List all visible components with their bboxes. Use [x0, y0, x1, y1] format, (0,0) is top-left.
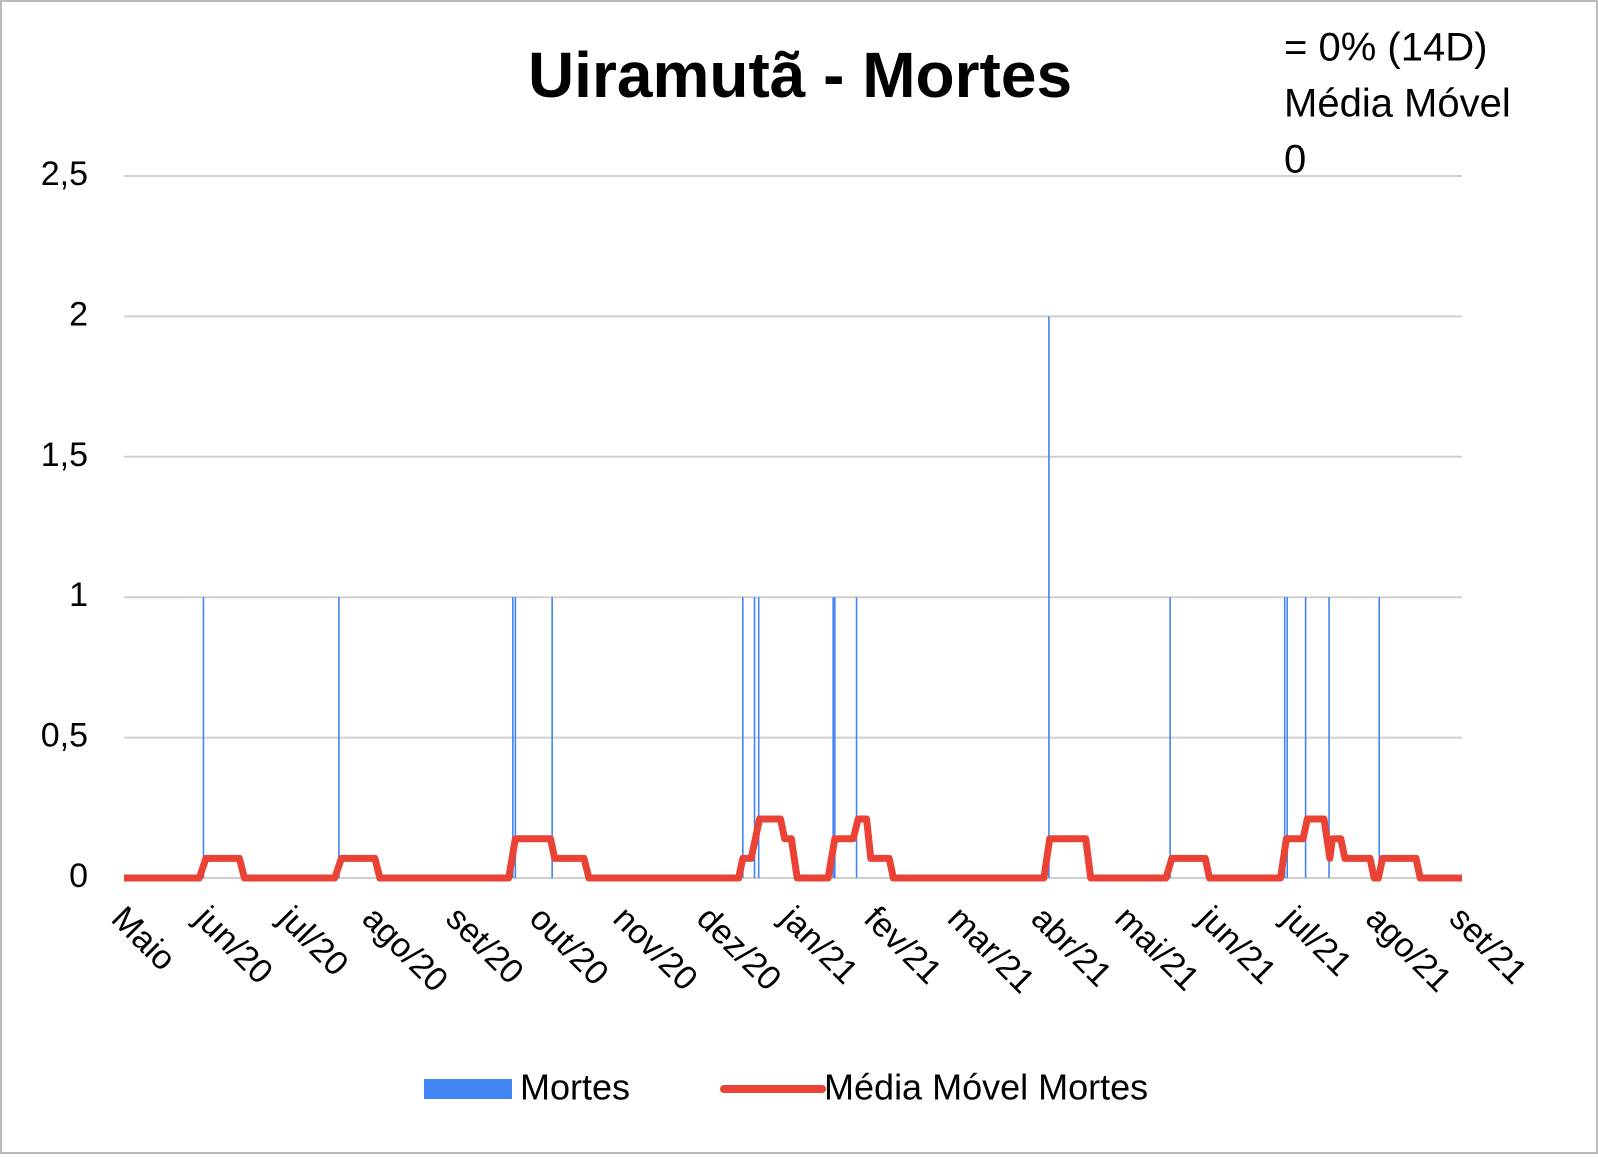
annotation: Média Móvel: [1284, 82, 1511, 126]
y-tick-label: 1,5: [41, 436, 88, 474]
bar: [757, 597, 760, 878]
annotation: = 0% (14D): [1284, 26, 1487, 70]
annotation: 0: [1284, 138, 1306, 182]
bar: [1048, 316, 1050, 878]
bar: [1283, 597, 1286, 878]
bar: [1286, 597, 1289, 878]
bar: [1169, 597, 1171, 878]
legend-swatch: [424, 1079, 512, 1099]
bar: [753, 597, 756, 878]
y-tick-label: 2,5: [41, 155, 88, 193]
y-tick-label: 1: [69, 576, 88, 614]
bar: [1304, 597, 1307, 878]
chart-title: Uiramutã - Mortes: [528, 39, 1072, 111]
legend-label: Mortes: [520, 1067, 630, 1108]
bar: [512, 597, 514, 878]
bar: [338, 597, 340, 878]
bar: [855, 597, 858, 878]
bar: [551, 597, 553, 878]
y-tick-label: 0,5: [41, 717, 88, 755]
bar: [1378, 597, 1381, 878]
legend-label: Média Móvel Mortes: [824, 1067, 1148, 1108]
bar: [1328, 597, 1330, 878]
y-tick-label: 2: [69, 295, 88, 333]
bar: [514, 597, 517, 878]
y-tick-label: 0: [69, 857, 88, 895]
line: [124, 815, 1462, 882]
bar: [832, 597, 834, 878]
bar: [202, 597, 205, 878]
bar: [742, 597, 744, 878]
bar: [834, 597, 836, 878]
